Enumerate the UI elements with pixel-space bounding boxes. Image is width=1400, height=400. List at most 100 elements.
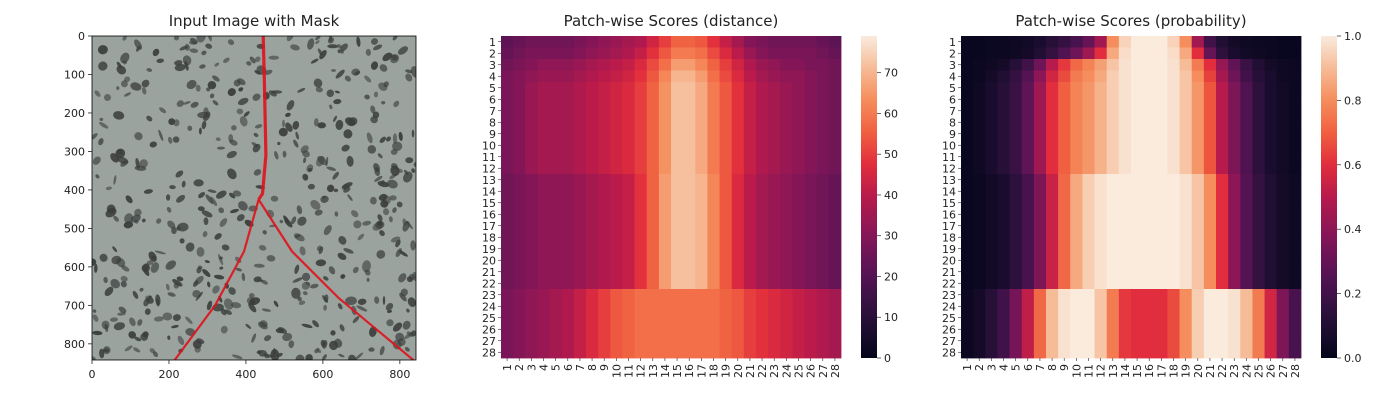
heatmap-cell <box>1167 208 1180 221</box>
heatmap-cell <box>1167 243 1180 255</box>
speckle <box>374 167 381 177</box>
heatmap-cell <box>1046 174 1059 186</box>
heatmap-cell <box>622 116 635 129</box>
heatmap-cell <box>1203 139 1217 152</box>
heatmap-cell <box>1288 231 1302 244</box>
heatmap-cell <box>1288 116 1302 129</box>
heatmap-cell <box>513 346 526 359</box>
heatmap-cell <box>610 116 623 129</box>
heatmap-cell <box>816 231 830 244</box>
heatmap-cell <box>573 139 587 152</box>
heatmap-cell <box>561 151 575 163</box>
speckle <box>396 201 403 208</box>
heatmap-cell <box>1094 346 1108 359</box>
colorbar-tick-label: 0.0 <box>1344 352 1362 365</box>
heatmap-cell <box>1179 266 1193 278</box>
heatmap-cell <box>719 335 733 347</box>
heatmap-cell <box>1191 220 1205 232</box>
heatmap-cell <box>1058 312 1071 324</box>
heatmap-cell <box>634 116 648 129</box>
heatmap-cell <box>658 162 672 175</box>
heatmap-cell <box>1276 243 1290 255</box>
colorbar-tick-label: 40 <box>884 189 898 202</box>
heatmap-cell <box>1058 139 1071 152</box>
speckle <box>328 266 336 275</box>
heatmap-cell <box>610 47 623 60</box>
speckle <box>123 221 134 229</box>
heatmap-cell <box>634 335 648 347</box>
heatmap-cell <box>997 346 1010 359</box>
colorbar-tick-label: 60 <box>884 107 898 120</box>
x-tick-label: 25 <box>793 364 806 378</box>
heatmap-cell <box>683 346 696 359</box>
heatmap-cell <box>1276 174 1290 186</box>
heatmap-cell <box>816 266 830 278</box>
heatmap-cell <box>1155 243 1168 255</box>
speckle <box>254 56 261 63</box>
heatmap-cell <box>816 243 830 255</box>
speckle <box>334 90 341 94</box>
heatmap-cell <box>1070 243 1083 255</box>
speckle <box>132 290 139 299</box>
heatmap-cell <box>513 59 526 71</box>
heatmap-cell <box>1240 254 1253 267</box>
heatmap-cell <box>586 105 599 117</box>
y-tick-label: 2 <box>949 47 956 60</box>
heatmap-cell <box>1191 266 1205 278</box>
heatmap-cell <box>525 266 538 278</box>
heatmap-cell <box>1106 70 1120 83</box>
heatmap-cell <box>1240 93 1253 106</box>
speckle <box>266 255 276 262</box>
speckle <box>94 263 98 273</box>
heatmap-cell <box>743 254 757 267</box>
y-tick-label: 20 <box>942 254 956 267</box>
heatmap-cell <box>707 300 720 313</box>
heatmap-cell <box>683 323 696 336</box>
heatmap-cell <box>1216 277 1229 290</box>
speckle <box>149 348 156 354</box>
speckle <box>405 69 413 74</box>
heatmap-cell <box>707 312 720 324</box>
heatmap-cell <box>598 243 611 255</box>
heatmap-cell <box>1155 174 1168 186</box>
heatmap-cell <box>816 105 830 117</box>
y-tick-label: 19 <box>942 243 956 256</box>
speckle <box>134 132 143 141</box>
heatmap-cell <box>1143 197 1156 209</box>
heatmap-cell <box>1070 59 1083 71</box>
heatmap-cell <box>622 254 635 267</box>
heatmap-cell <box>1288 59 1302 71</box>
speckle <box>129 317 136 327</box>
heatmap-cell <box>1094 139 1108 152</box>
heatmap-cell <box>743 220 757 232</box>
heatmap-cell <box>1046 323 1059 336</box>
heatmap-cell <box>707 197 720 209</box>
heatmap-cell <box>719 231 733 244</box>
heatmap-cell <box>1143 266 1156 278</box>
heatmap-cell <box>1106 323 1120 336</box>
heatmap-cell <box>525 312 538 324</box>
heatmap-cell <box>573 346 587 359</box>
x-tick-label: 12 <box>1095 364 1108 378</box>
y-tick-label: 11 <box>942 151 956 164</box>
heatmap-cell <box>561 116 575 129</box>
speckle <box>205 194 214 205</box>
heatmap-cell <box>1058 243 1071 255</box>
heatmap-cell <box>1191 162 1205 175</box>
speckle <box>395 239 401 248</box>
heatmap-cell <box>622 266 635 278</box>
heatmap-cell <box>1131 323 1144 336</box>
y-tick-label: 6 <box>949 93 956 106</box>
heatmap-cell <box>719 208 733 221</box>
heatmap-cell <box>1228 289 1241 301</box>
speckle <box>196 36 206 43</box>
heatmap-cell <box>1070 162 1083 175</box>
heatmap-cell <box>658 151 672 163</box>
y-tick-label: 9 <box>489 128 496 141</box>
heatmap-cell <box>646 197 660 209</box>
heatmap-cell <box>1155 346 1168 359</box>
heatmap-cell <box>1033 254 1047 267</box>
heatmap-cell <box>1143 346 1156 359</box>
speckle <box>386 319 394 327</box>
heatmap-cell <box>792 289 805 301</box>
